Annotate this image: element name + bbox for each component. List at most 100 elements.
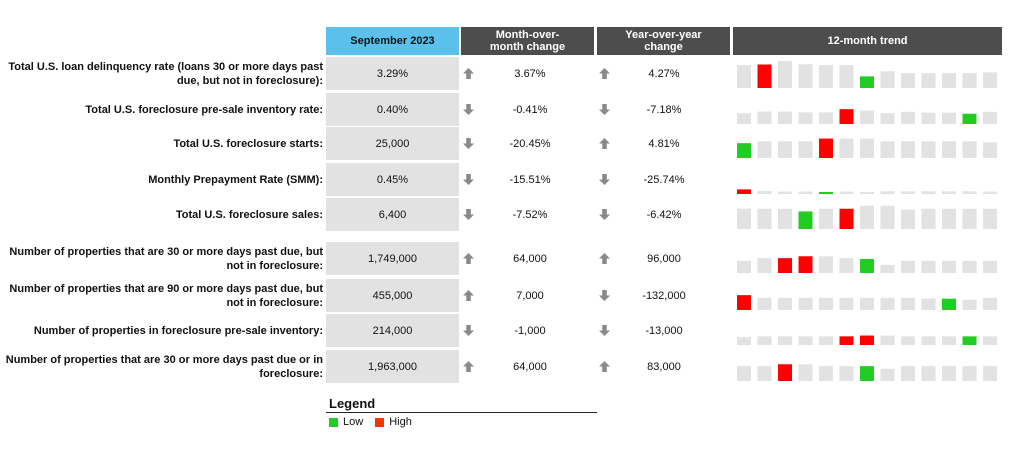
trend-bar bbox=[737, 366, 751, 381]
trend-bar bbox=[921, 73, 936, 88]
arrow-up-icon bbox=[597, 57, 611, 90]
trend-bar bbox=[983, 142, 997, 158]
month-over-month-value: -20.45% bbox=[509, 137, 551, 150]
trend-bar bbox=[942, 112, 956, 124]
trend-bar bbox=[921, 298, 936, 310]
trend-bar bbox=[921, 112, 936, 124]
arrow-down-icon bbox=[597, 93, 611, 126]
trend-bar bbox=[901, 260, 915, 273]
trend-bar bbox=[860, 205, 874, 229]
trend-bar bbox=[983, 260, 997, 273]
trend-bar bbox=[880, 113, 895, 124]
trend-bar bbox=[901, 191, 915, 194]
row-label: Total U.S. foreclosure sales: bbox=[175, 208, 323, 221]
legend-high-label: High bbox=[389, 416, 412, 428]
trend-bar bbox=[962, 336, 977, 345]
year-over-year-value: -6.42% bbox=[646, 208, 682, 221]
trend-bar bbox=[942, 298, 956, 310]
trend-bar bbox=[921, 208, 936, 229]
trend-bar bbox=[737, 113, 751, 124]
arrow-down-icon bbox=[461, 93, 475, 126]
year-over-year-value: -132,000 bbox=[642, 289, 686, 302]
row-label: Number of properties in foreclosure pre-… bbox=[33, 324, 323, 337]
trend-bar bbox=[880, 205, 895, 229]
trend-sparkbar bbox=[733, 198, 1002, 231]
year-over-year-value: 96,000 bbox=[647, 252, 681, 265]
row-label: Monthly Prepayment Rate (SMM): bbox=[148, 173, 323, 186]
trend-bar bbox=[860, 110, 874, 124]
trend-bar bbox=[737, 295, 751, 310]
month-over-month-value: 3.67% bbox=[514, 67, 546, 80]
arrow-up-icon bbox=[597, 350, 611, 383]
row-value: 214,000 bbox=[326, 314, 459, 347]
trend-bar bbox=[778, 258, 792, 273]
trend-bar bbox=[839, 336, 854, 345]
trend-bar bbox=[737, 336, 751, 345]
trend-bar bbox=[798, 297, 813, 310]
trend-bar bbox=[737, 189, 751, 194]
trend-bar bbox=[798, 256, 813, 273]
trend-bar bbox=[839, 191, 854, 194]
trend-bar bbox=[942, 260, 956, 273]
trend-bar bbox=[757, 297, 772, 310]
trend-bar bbox=[819, 65, 833, 88]
trend-bar bbox=[962, 208, 977, 229]
trend-bar bbox=[860, 297, 874, 310]
trend-bar bbox=[819, 192, 833, 194]
trend-bar bbox=[839, 258, 854, 273]
row-value: 455,000 bbox=[326, 279, 459, 312]
trend-bar bbox=[901, 111, 915, 124]
trend-bar bbox=[901, 209, 915, 229]
row-value: 6,400 bbox=[326, 198, 459, 231]
trend-bar bbox=[798, 336, 813, 345]
trend-sparkbar bbox=[733, 242, 1002, 275]
trend-bar bbox=[962, 191, 977, 194]
trend-bar bbox=[819, 208, 833, 229]
legend-item-low: Low bbox=[329, 416, 363, 428]
arrow-up-icon bbox=[461, 57, 475, 90]
row-value: 1,749,000 bbox=[326, 242, 459, 275]
trend-bar bbox=[757, 208, 772, 229]
year-over-year-value: 83,000 bbox=[647, 360, 681, 373]
trend-bar bbox=[798, 141, 813, 158]
trend-bar bbox=[860, 335, 874, 345]
trend-bar bbox=[778, 208, 792, 229]
trend-bar bbox=[778, 191, 792, 194]
trend-bar bbox=[737, 143, 751, 158]
header-period: September 2023 bbox=[326, 27, 459, 55]
arrow-down-icon bbox=[461, 127, 475, 160]
trend-bar bbox=[880, 368, 895, 381]
trend-bar bbox=[737, 65, 751, 88]
trend-bar bbox=[798, 364, 813, 381]
trend-sparkbar bbox=[733, 314, 1002, 347]
trend-bar bbox=[737, 208, 751, 229]
trend-bar bbox=[737, 260, 751, 273]
trend-bar bbox=[942, 336, 956, 345]
year-over-year-value: 4.81% bbox=[648, 137, 680, 150]
trend-bar bbox=[839, 109, 854, 124]
trend-bar bbox=[757, 336, 772, 345]
trend-bar bbox=[983, 72, 997, 88]
trend-sparkbar bbox=[733, 93, 1002, 126]
trend-bar bbox=[757, 366, 772, 381]
month-over-month-value: -0.41% bbox=[512, 103, 548, 116]
trend-bar bbox=[880, 191, 895, 194]
trend-bar bbox=[757, 191, 772, 194]
trend-bar bbox=[983, 366, 997, 381]
trend-bar bbox=[778, 364, 792, 381]
trend-bar bbox=[880, 71, 895, 88]
header-month-over-month: Month-over-month change bbox=[461, 27, 594, 55]
trend-bar bbox=[880, 141, 895, 158]
arrow-down-icon bbox=[597, 314, 611, 347]
arrow-up-icon bbox=[461, 350, 475, 383]
trend-bar bbox=[942, 208, 956, 229]
trend-bar bbox=[942, 191, 956, 194]
trend-bar bbox=[962, 141, 977, 158]
arrow-down-icon bbox=[597, 163, 611, 196]
trend-bar bbox=[839, 297, 854, 310]
trend-bar bbox=[798, 211, 813, 229]
legend-low-swatch bbox=[329, 417, 338, 427]
month-over-month-value: 64,000 bbox=[513, 252, 547, 265]
legend-divider bbox=[326, 412, 597, 413]
trend-bar bbox=[860, 258, 874, 273]
